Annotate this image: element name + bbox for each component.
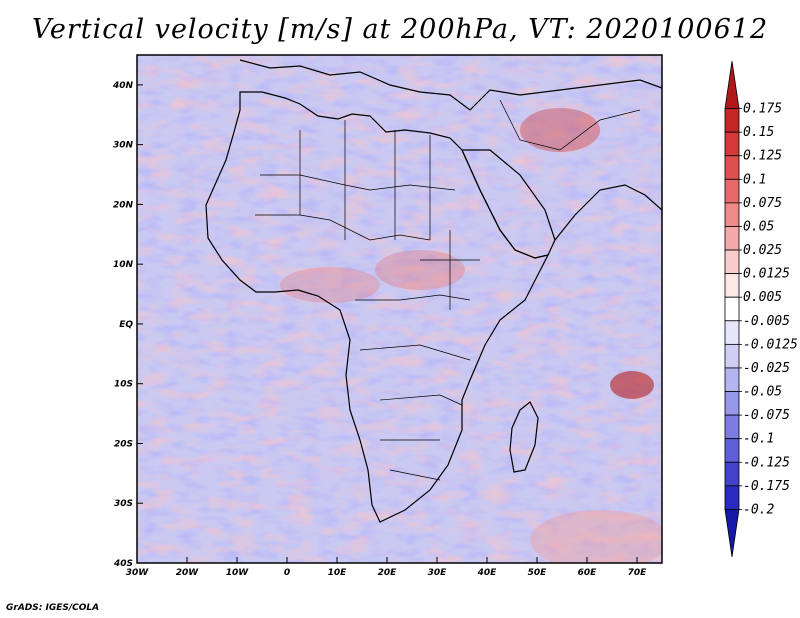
- colorbar: 0.175 0.15 0.125 0.1 0.075 0.05 0.025 0.0125 0.0…: [724, 60, 798, 558]
- colorbar-label: -0.1: [743, 432, 774, 447]
- colorbar-label: 0.0125: [743, 267, 790, 282]
- colorbar-bin: [724, 226, 740, 251]
- colorbar-label: 0.005: [743, 290, 782, 305]
- colorbar-bin: [724, 178, 740, 204]
- colorbar-bin: [724, 461, 740, 487]
- colorbar-label: 0.075: [743, 196, 782, 211]
- x-tick-label: 50E: [528, 568, 548, 578]
- madagascar-coastline: [509, 401, 539, 473]
- vertical-velocity-field: [137, 55, 662, 563]
- colorbar-bin: [724, 249, 740, 275]
- x-tick-label: 20E: [378, 568, 398, 578]
- colorbar-bin: [724, 343, 740, 369]
- colorbar-label: -0.0125: [743, 337, 798, 352]
- africa-coastline: [205, 91, 550, 523]
- x-tick-label: 60E: [578, 568, 598, 578]
- x-tick-label: 30W: [126, 568, 150, 578]
- colorbar-label: 0.1: [743, 172, 766, 187]
- colorbar-label: -0.2: [743, 502, 774, 517]
- x-axis-ticks: 30W 20W 10W 0 10E 20E 30E 40E 50E 60E 70E: [126, 557, 647, 578]
- colorbar-bin: [724, 60, 740, 109]
- country-borders: [255, 99, 641, 481]
- plot-frame: [136, 54, 663, 564]
- y-tick-label: 40N: [112, 81, 134, 91]
- colorbar-label: 0.175: [743, 102, 782, 117]
- x-tick-label: 20W: [176, 568, 200, 578]
- coastlines: [205, 59, 662, 523]
- colorbar-bin: [724, 509, 740, 558]
- map-title: Vertical velocity [m/s] at 200hPa, VT: 2…: [31, 14, 769, 45]
- x-tick-label: 40E: [477, 568, 498, 578]
- colorbar-label: -0.05: [743, 385, 782, 400]
- y-tick-label: 10N: [113, 260, 134, 270]
- colorbar-bin: [724, 296, 740, 322]
- colorbar-bin: [724, 131, 740, 157]
- colorbar-bin: [724, 438, 740, 463]
- colorbar-label: -0.025: [743, 361, 790, 376]
- y-tick-label: 10S: [114, 380, 133, 390]
- europe-coastline: [239, 59, 662, 111]
- y-tick-label: 40S: [113, 559, 133, 569]
- x-tick-label: 10W: [226, 568, 250, 578]
- colorbar-label: -0.175: [743, 479, 790, 494]
- x-tick-label: 30E: [428, 568, 448, 578]
- colorbar-label: -0.075: [743, 408, 790, 423]
- colorbar-label: 0.05: [743, 219, 774, 234]
- colorbar-bin: [724, 108, 740, 133]
- colorbar-label: -0.005: [743, 314, 790, 329]
- colorbar-bin: [724, 367, 740, 392]
- y-tick-label: 30S: [114, 499, 133, 509]
- grads-credit: GrADS: IGES/COLA: [6, 603, 100, 613]
- x-tick-label: 0: [284, 568, 290, 578]
- colorbar-label: 0.15: [743, 125, 774, 140]
- colorbar-bin: [724, 155, 740, 180]
- colorbar-bin: [724, 485, 740, 510]
- colorbar-label: 0.025: [743, 243, 782, 258]
- y-tick-label: 30N: [113, 141, 134, 151]
- x-tick-label: 10E: [328, 568, 348, 578]
- arabia-coastline: [461, 149, 556, 259]
- colorbar-label: 0.125: [743, 149, 782, 164]
- y-tick-label: 20S: [114, 439, 133, 449]
- colorbar-bin: [724, 391, 740, 416]
- colorbar-bin: [724, 414, 740, 440]
- x-tick-label: 70E: [628, 568, 648, 578]
- colorbar-bin: [724, 202, 740, 227]
- colorbar-bin: [724, 273, 740, 298]
- asia-coastline: [554, 184, 662, 241]
- y-axis-ticks: 40N 30N 20N 10N EQ 10S 20S 30S 40S: [112, 81, 143, 569]
- colorbar-label: -0.125: [743, 455, 790, 470]
- y-tick-label: EQ: [119, 320, 133, 330]
- colorbar-bin: [724, 320, 740, 345]
- y-tick-label: 20N: [113, 200, 134, 210]
